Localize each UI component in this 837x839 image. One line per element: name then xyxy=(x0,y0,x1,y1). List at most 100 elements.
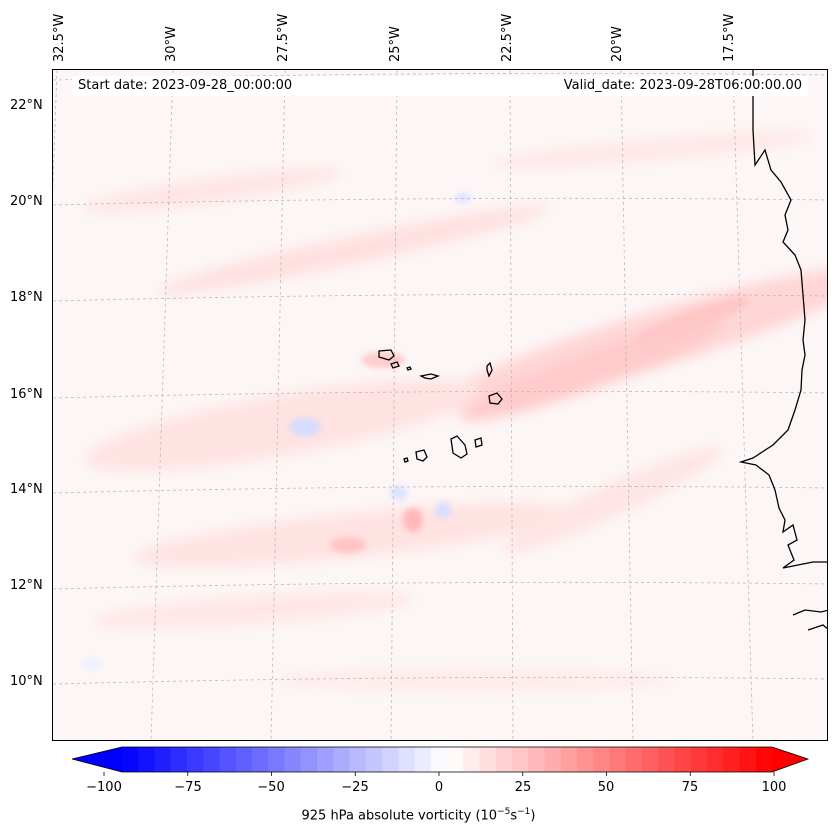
longitude-label: 22.5°W xyxy=(500,13,515,62)
cape-verde-island xyxy=(390,361,400,369)
africa-coastline xyxy=(738,70,827,569)
colorbar-cell xyxy=(739,747,757,772)
colorbar-cell xyxy=(544,747,562,772)
longitude-label: 17.5°W xyxy=(722,13,737,62)
colorbar-cell xyxy=(755,747,773,772)
map-panel xyxy=(52,69,828,741)
colorbar-label-exponent: −1 xyxy=(517,807,531,817)
vorticity-cores xyxy=(83,193,750,670)
valid-date-label: Valid_date: 2023-09-28T06:00:00.00 xyxy=(563,78,802,93)
cape-verde-island xyxy=(450,435,468,459)
colorbar-cell xyxy=(154,747,172,772)
colorbar-tick-label: −25 xyxy=(341,780,369,795)
latitude-label: 22°N xyxy=(10,98,43,113)
positive-vorticity-band xyxy=(273,670,673,690)
africa-coastline xyxy=(807,624,827,631)
colorbar-label-exponent: −5 xyxy=(497,807,511,817)
vorticity-field xyxy=(84,132,827,690)
colorbar-cell xyxy=(528,747,545,772)
colorbar-cell xyxy=(609,747,627,772)
positive-vorticity-band xyxy=(85,379,481,471)
latitude-label: 14°N xyxy=(10,482,43,497)
colorbar-tick-label: 75 xyxy=(681,780,699,795)
cape-verde-island xyxy=(415,449,428,462)
colorbar-tick-label: 25 xyxy=(514,780,532,795)
colorbar-cell xyxy=(495,747,513,772)
cape-verde-island xyxy=(378,349,395,361)
cape-verde-island xyxy=(406,366,412,371)
colorbar-cell xyxy=(284,747,302,772)
colorbar-extend-max xyxy=(772,747,808,772)
positive-vorticity-band xyxy=(84,168,342,212)
latitude-label: 16°N xyxy=(10,387,43,402)
longitude-label: 32.5°W xyxy=(52,13,67,62)
colorbar-cell xyxy=(560,747,578,772)
negative-vorticity-core xyxy=(435,502,451,518)
positive-vorticity-core xyxy=(330,537,366,553)
longitude-label: 30°W xyxy=(164,26,179,62)
colorbar-cell xyxy=(463,747,480,772)
colorbar-label: 925 hPa absolute vorticity (10−5s−1) xyxy=(0,807,837,823)
colorbar-cell xyxy=(658,747,675,772)
colorbar xyxy=(71,746,810,776)
longitude-label: 25°W xyxy=(388,26,403,62)
colorbar-cell xyxy=(707,747,724,772)
colorbar-label-unit: s xyxy=(510,808,518,824)
colorbar-extend-min xyxy=(72,747,122,772)
colorbar-cell xyxy=(414,747,432,772)
colorbar-cell xyxy=(382,747,399,772)
colorbar-cell xyxy=(430,747,448,772)
africa-coastline xyxy=(792,609,827,616)
positive-vorticity-band xyxy=(493,132,813,168)
latitude-label: 10°N xyxy=(10,674,43,689)
colorbar-cell xyxy=(187,747,204,772)
colorbar-tick-label: −75 xyxy=(174,780,202,795)
colorbar-label-text: 925 hPa absolute vorticity (10 xyxy=(301,808,498,824)
colorbar-cell xyxy=(268,747,285,772)
cape-verde-island xyxy=(486,361,493,378)
colorbar-tick-label: −100 xyxy=(86,780,122,795)
colorbar-tick-label: 50 xyxy=(597,780,615,795)
negative-vorticity-core xyxy=(83,658,103,670)
negative-vorticity-core xyxy=(390,486,408,500)
positive-vorticity-band xyxy=(157,206,549,294)
colorbar-cell xyxy=(333,747,350,772)
colorbar-cell xyxy=(235,747,253,772)
colorbar-outline xyxy=(71,746,810,773)
longitude-label: 27.5°W xyxy=(276,13,291,62)
latitude-label: 20°N xyxy=(10,194,43,209)
colorbar-cell xyxy=(122,747,139,772)
colorbar-cell xyxy=(642,747,659,772)
positive-vorticity-band xyxy=(461,319,725,421)
start-date-label: Start date: 2023-09-28_00:00:00 xyxy=(78,78,293,93)
positive-vorticity-band xyxy=(134,503,572,567)
colorbar-cell xyxy=(219,747,237,772)
colorbar-tick-label: 100 xyxy=(761,780,787,795)
cape-verde-island xyxy=(403,457,409,463)
latitude-label: 12°N xyxy=(10,578,43,593)
colorbar-cell xyxy=(317,747,334,772)
colorbar-cell xyxy=(690,747,708,772)
positive-vorticity-core xyxy=(636,297,750,343)
date-info-bar: Start date: 2023-09-28_00:00:00 Valid_da… xyxy=(72,76,808,96)
colorbar-cell xyxy=(349,747,367,772)
colorbar-cell xyxy=(625,747,643,772)
positive-vorticity-band xyxy=(93,592,413,628)
latitude-label: 18°N xyxy=(10,290,43,305)
longitude-label: 20°W xyxy=(610,26,625,62)
cape-verde-island xyxy=(474,437,483,448)
negative-vorticity-core xyxy=(289,418,321,436)
cape-verde-island xyxy=(419,373,440,380)
vorticity-map xyxy=(53,70,827,740)
colorbar-cell xyxy=(170,747,188,772)
colorbar-cells xyxy=(72,747,808,772)
colorbar-cell xyxy=(252,747,269,772)
colorbar-tick-label: −50 xyxy=(257,780,285,795)
colorbar-cell xyxy=(723,747,740,772)
colorbar-cell xyxy=(203,747,220,772)
colorbar-cell xyxy=(398,747,415,772)
positive-vorticity-core xyxy=(403,508,423,532)
colorbar-ticks xyxy=(103,772,775,776)
colorbar-cell xyxy=(300,747,318,772)
colorbar-cell xyxy=(512,747,529,772)
